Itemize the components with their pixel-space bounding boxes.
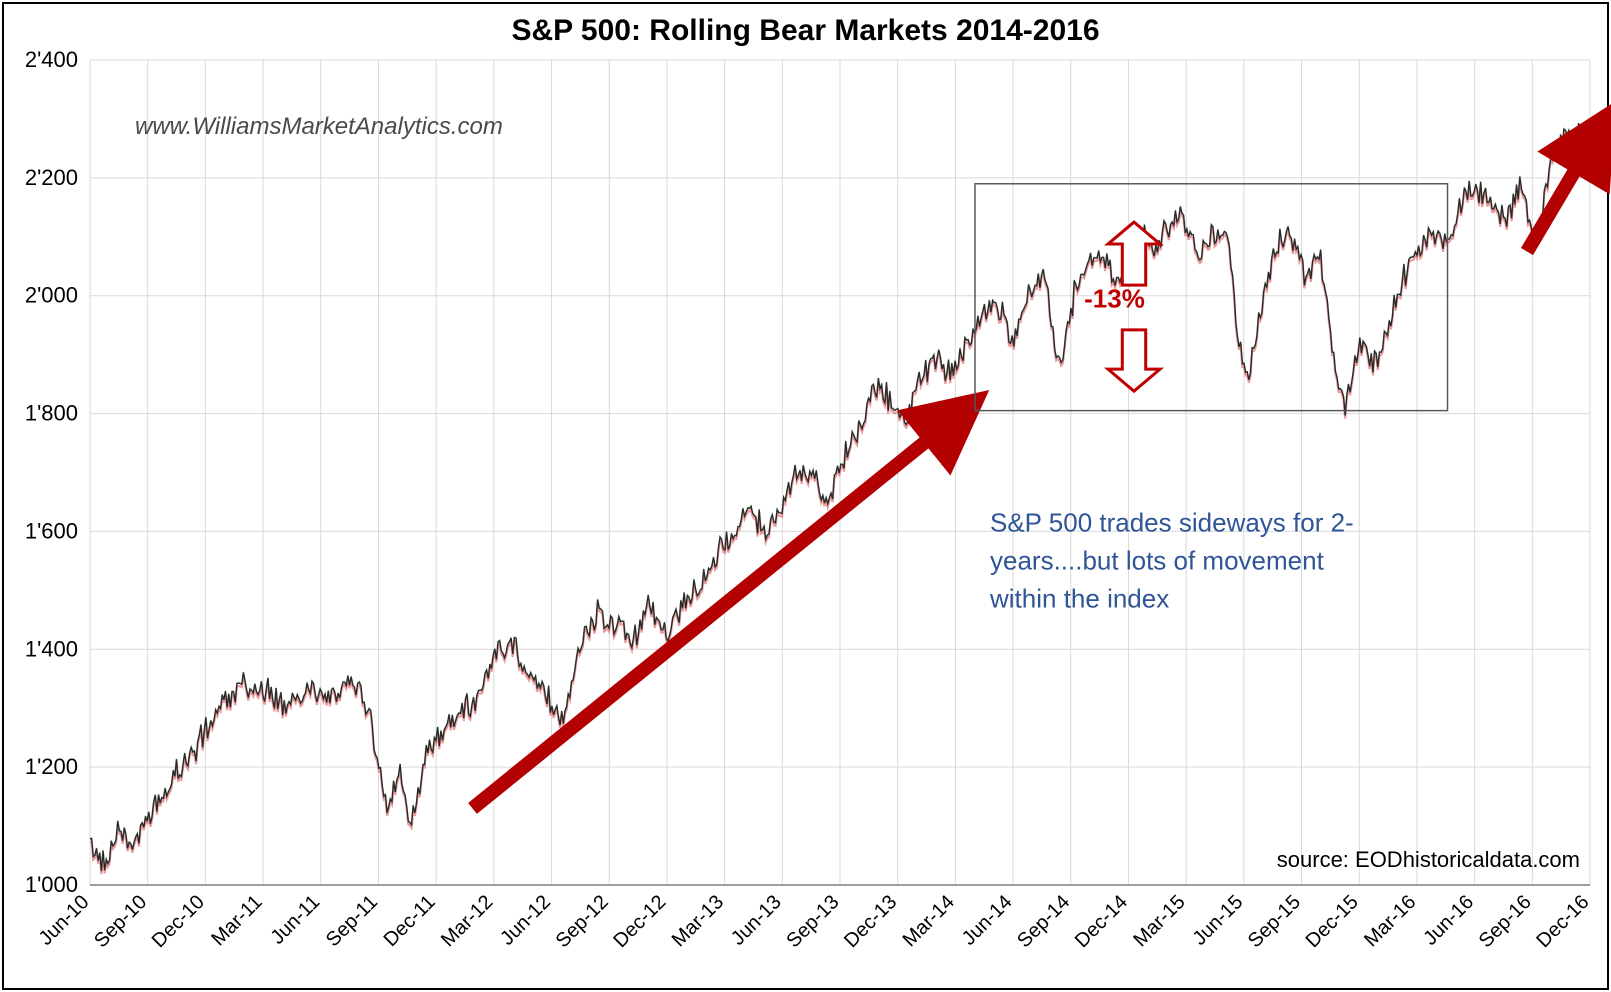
chart-container: S&P 500: Rolling Bear Markets 2014-2016 1… bbox=[0, 0, 1611, 992]
y-tick-label: 2'200 bbox=[25, 165, 78, 190]
chart-svg: S&P 500: Rolling Bear Markets 2014-2016 1… bbox=[0, 0, 1611, 992]
chart-title: S&P 500: Rolling Bear Markets 2014-2016 bbox=[511, 14, 1099, 47]
outer-frame bbox=[3, 3, 1608, 989]
y-tick-label: 1'800 bbox=[25, 401, 78, 426]
y-tick-label: 2'000 bbox=[25, 283, 78, 308]
annotation-text: S&P 500 trades sideways for 2- bbox=[990, 507, 1354, 537]
y-tick-label: 1'200 bbox=[25, 754, 78, 779]
source-label: source: EODhistoricaldata.com bbox=[1277, 847, 1580, 872]
y-tick-label: 2'400 bbox=[25, 47, 78, 72]
watermark: www.WilliamsMarketAnalytics.com bbox=[135, 113, 503, 140]
y-tick-label: 1'400 bbox=[25, 636, 78, 661]
annotation-text: years....but lots of movement bbox=[990, 545, 1325, 575]
annotation-text: within the index bbox=[989, 583, 1169, 613]
pct-drawdown-label: -13% bbox=[1084, 284, 1145, 314]
y-tick-label: 1'000 bbox=[25, 872, 78, 897]
y-tick-label: 1'600 bbox=[25, 518, 78, 543]
